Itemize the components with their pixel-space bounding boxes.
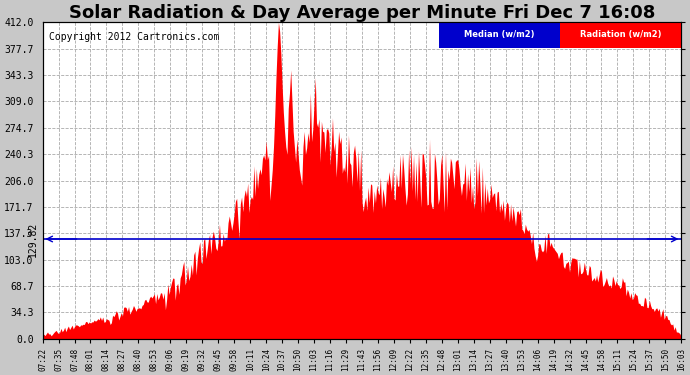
Text: Median (w/m2): Median (w/m2) (464, 30, 535, 39)
FancyBboxPatch shape (439, 22, 560, 48)
Text: Radiation (w/m2): Radiation (w/m2) (580, 30, 662, 39)
Title: Solar Radiation & Day Average per Minute Fri Dec 7 16:08: Solar Radiation & Day Average per Minute… (69, 4, 655, 22)
FancyBboxPatch shape (560, 22, 681, 48)
Text: Copyright 2012 Cartronics.com: Copyright 2012 Cartronics.com (49, 32, 219, 42)
